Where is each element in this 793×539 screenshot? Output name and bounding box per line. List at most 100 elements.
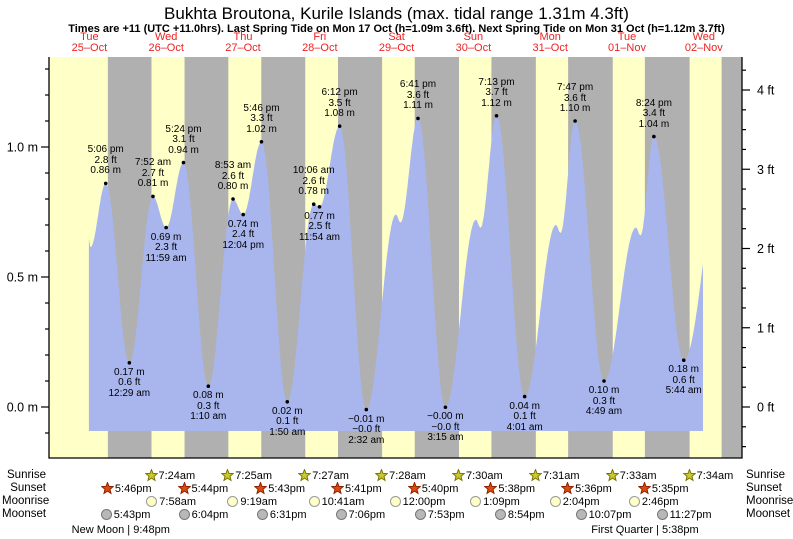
low-tide-label: 0.10 m 0.3 ft 4:49 am [586,385,622,418]
day-name: Tue [80,31,99,43]
moonrise-time: 1:09pm [483,495,520,508]
tide-label-line: −0.01 m [348,413,385,425]
tide-label-line: 0.18 m [668,364,699,376]
moonset-circle-icon [256,509,268,520]
moonset-time: 10:07pm [588,508,632,521]
tide-label-line: 3.6 ft [406,89,430,101]
sunset-star-icon [254,482,268,495]
high-tide-label: 7:13 pm 3.7 ft 1.12 m [478,77,514,110]
sunset-entry: 5:46pm [100,482,152,495]
tide-label-line: 0.69 m [150,231,182,243]
moonrise-row-label-right: Moonrise [746,495,793,507]
day-name: Sat [388,31,405,43]
moonset-circle-icon [100,509,112,520]
sunset-entry: 5:35pm [637,482,689,495]
tide-extreme-marker [681,358,686,363]
day-label: Mon 31–Oct [532,32,567,54]
tide-extreme-marker [103,181,108,186]
sunset-time: 5:35pm [651,482,689,495]
moonrise-time: 9:19am [240,495,278,508]
tide-label-line: 0.08 m [193,390,224,402]
moonset-circle-icon [494,509,506,520]
tide-label-line: 1.10 m [559,103,591,114]
tide-extreme-marker [317,205,322,209]
moonrise-circle-icon [227,496,239,507]
tide-extreme-marker [416,116,420,121]
tide-label-line: 11:54 am [299,231,340,243]
tide-label-line: 1.02 m [246,123,277,135]
moonrise-entry: 10:41am [308,495,365,508]
sunset-entry: 5:38pm [484,482,535,495]
moonrise-entry: 1:09pm [470,495,520,508]
tide-label-line: 2.8 ft [94,154,117,166]
sunrise-star-icon [298,469,312,482]
sunset-time: 5:38pm [498,482,536,495]
moonrise-row-label-left: Moonrise [2,495,50,507]
day-label: Wed 02–Nov [685,32,723,54]
moonrise-circle-icon [549,496,561,507]
tide-extreme-marker [311,202,316,206]
sunrise-time: 7:30am [466,469,503,482]
high-tide-label: 8:24 pm 3.4 ft 1.04 m [636,98,672,131]
high-tide-label: 5:06 pm 2.8 ft 0.86 m [88,145,124,177]
low-tide-label: 0.02 m 0.1 ft 1:50 am [269,406,305,439]
low-tide-label: 0.69 m 2.3 ft 11:59 am [146,231,187,265]
low-tide-label: −0.00 m −0.0 ft 3:15 am [427,412,463,444]
tide-label-line: 5:46 pm [243,102,280,114]
sunset-entry: 5:40pm [407,482,459,495]
new-moon-phase-label: New Moon | 9:48pm [71,524,170,536]
sunrise-star-icon [452,469,466,482]
tide-label-line: 5:44 am [665,385,702,397]
low-tide-label: 0.04 m 0.1 ft 4:01 am [507,401,543,434]
moonset-entry: 6:04pm [178,508,229,521]
first-quarter-phase-label: First Quarter | 5:38pm [591,524,699,536]
high-tide-label: 8:53 am 2.6 ft 0.80 m [215,160,251,193]
tide-extreme-marker [443,405,448,410]
tide-label-line: 3.1 ft [172,134,195,146]
sunset-time: 5:44pm [191,482,229,495]
day-date: 29–Oct [378,42,415,54]
day-name: Thu [233,31,253,43]
tide-label-line: 0.3 ft [197,400,220,412]
moonrise-entry: 12:00pm [389,495,445,508]
sunrise-entry: 7:25am [221,469,272,482]
day-name: Sun [463,31,484,43]
moonset-entry: 10:07pm [575,508,632,521]
low-tide-label: −0.01 m −0.0 ft 2:32 am [348,413,385,447]
sunrise-star-icon [605,469,620,482]
tide-label-line: 3.4 ft [642,108,666,120]
moonset-time: 6:04pm [191,508,229,521]
tide-label-line: 12:29 am [108,387,151,399]
right-axis-label: 2 ft [757,242,775,256]
moonrise-time: 10:41am [321,495,365,508]
sunset-time: 5:40pm [421,482,459,495]
tide-extreme-marker [602,379,606,383]
sunrise-star-icon [528,469,543,482]
moonrise-circle-icon [470,496,482,507]
tide-extreme-marker [652,134,656,139]
tide-label-line: 12:04 pm [222,239,265,251]
right-axis-label: 4 ft [757,84,775,98]
moonrise-time: 7:58am [159,495,196,508]
tide-label-line: 0.10 m [588,385,620,396]
tide-extreme-marker [151,194,155,199]
page-title: Bukhta Broutona, Kurile Islands (max. ti… [164,4,629,23]
moonset-circle-icon [575,509,587,520]
high-tide-label: 5:24 pm 3.1 ft 0.94 m [165,123,202,157]
low-tide-label: 0.77 m 2.5 ft 11:54 am [299,211,340,244]
tide-label-line: 5:24 pm [165,123,202,135]
moonset-circle-icon [178,509,190,520]
day-label: Sun 30–Oct [456,32,491,54]
tide-label-line: −0.00 m [427,411,464,423]
moonrise-time: 2:46pm [641,495,679,508]
moonset-time: 11:27pm [669,508,712,521]
tide-label-line: 2.3 ft [154,242,178,254]
left-axis-label: 0.5 m [7,271,38,285]
low-tide-label: 0.17 m 0.6 ft 12:29 am [108,367,151,400]
high-tide-label: 6:12 pm 3.5 ft 1.08 m [322,88,358,120]
moonset-entry: 6:31pm [256,508,307,521]
moonset-entry: 7:53pm [414,508,465,521]
tide-label-line: 3.3 ft [250,113,273,125]
tide-label-line: 10:06 am [292,165,335,177]
sunset-star-icon [561,482,575,495]
